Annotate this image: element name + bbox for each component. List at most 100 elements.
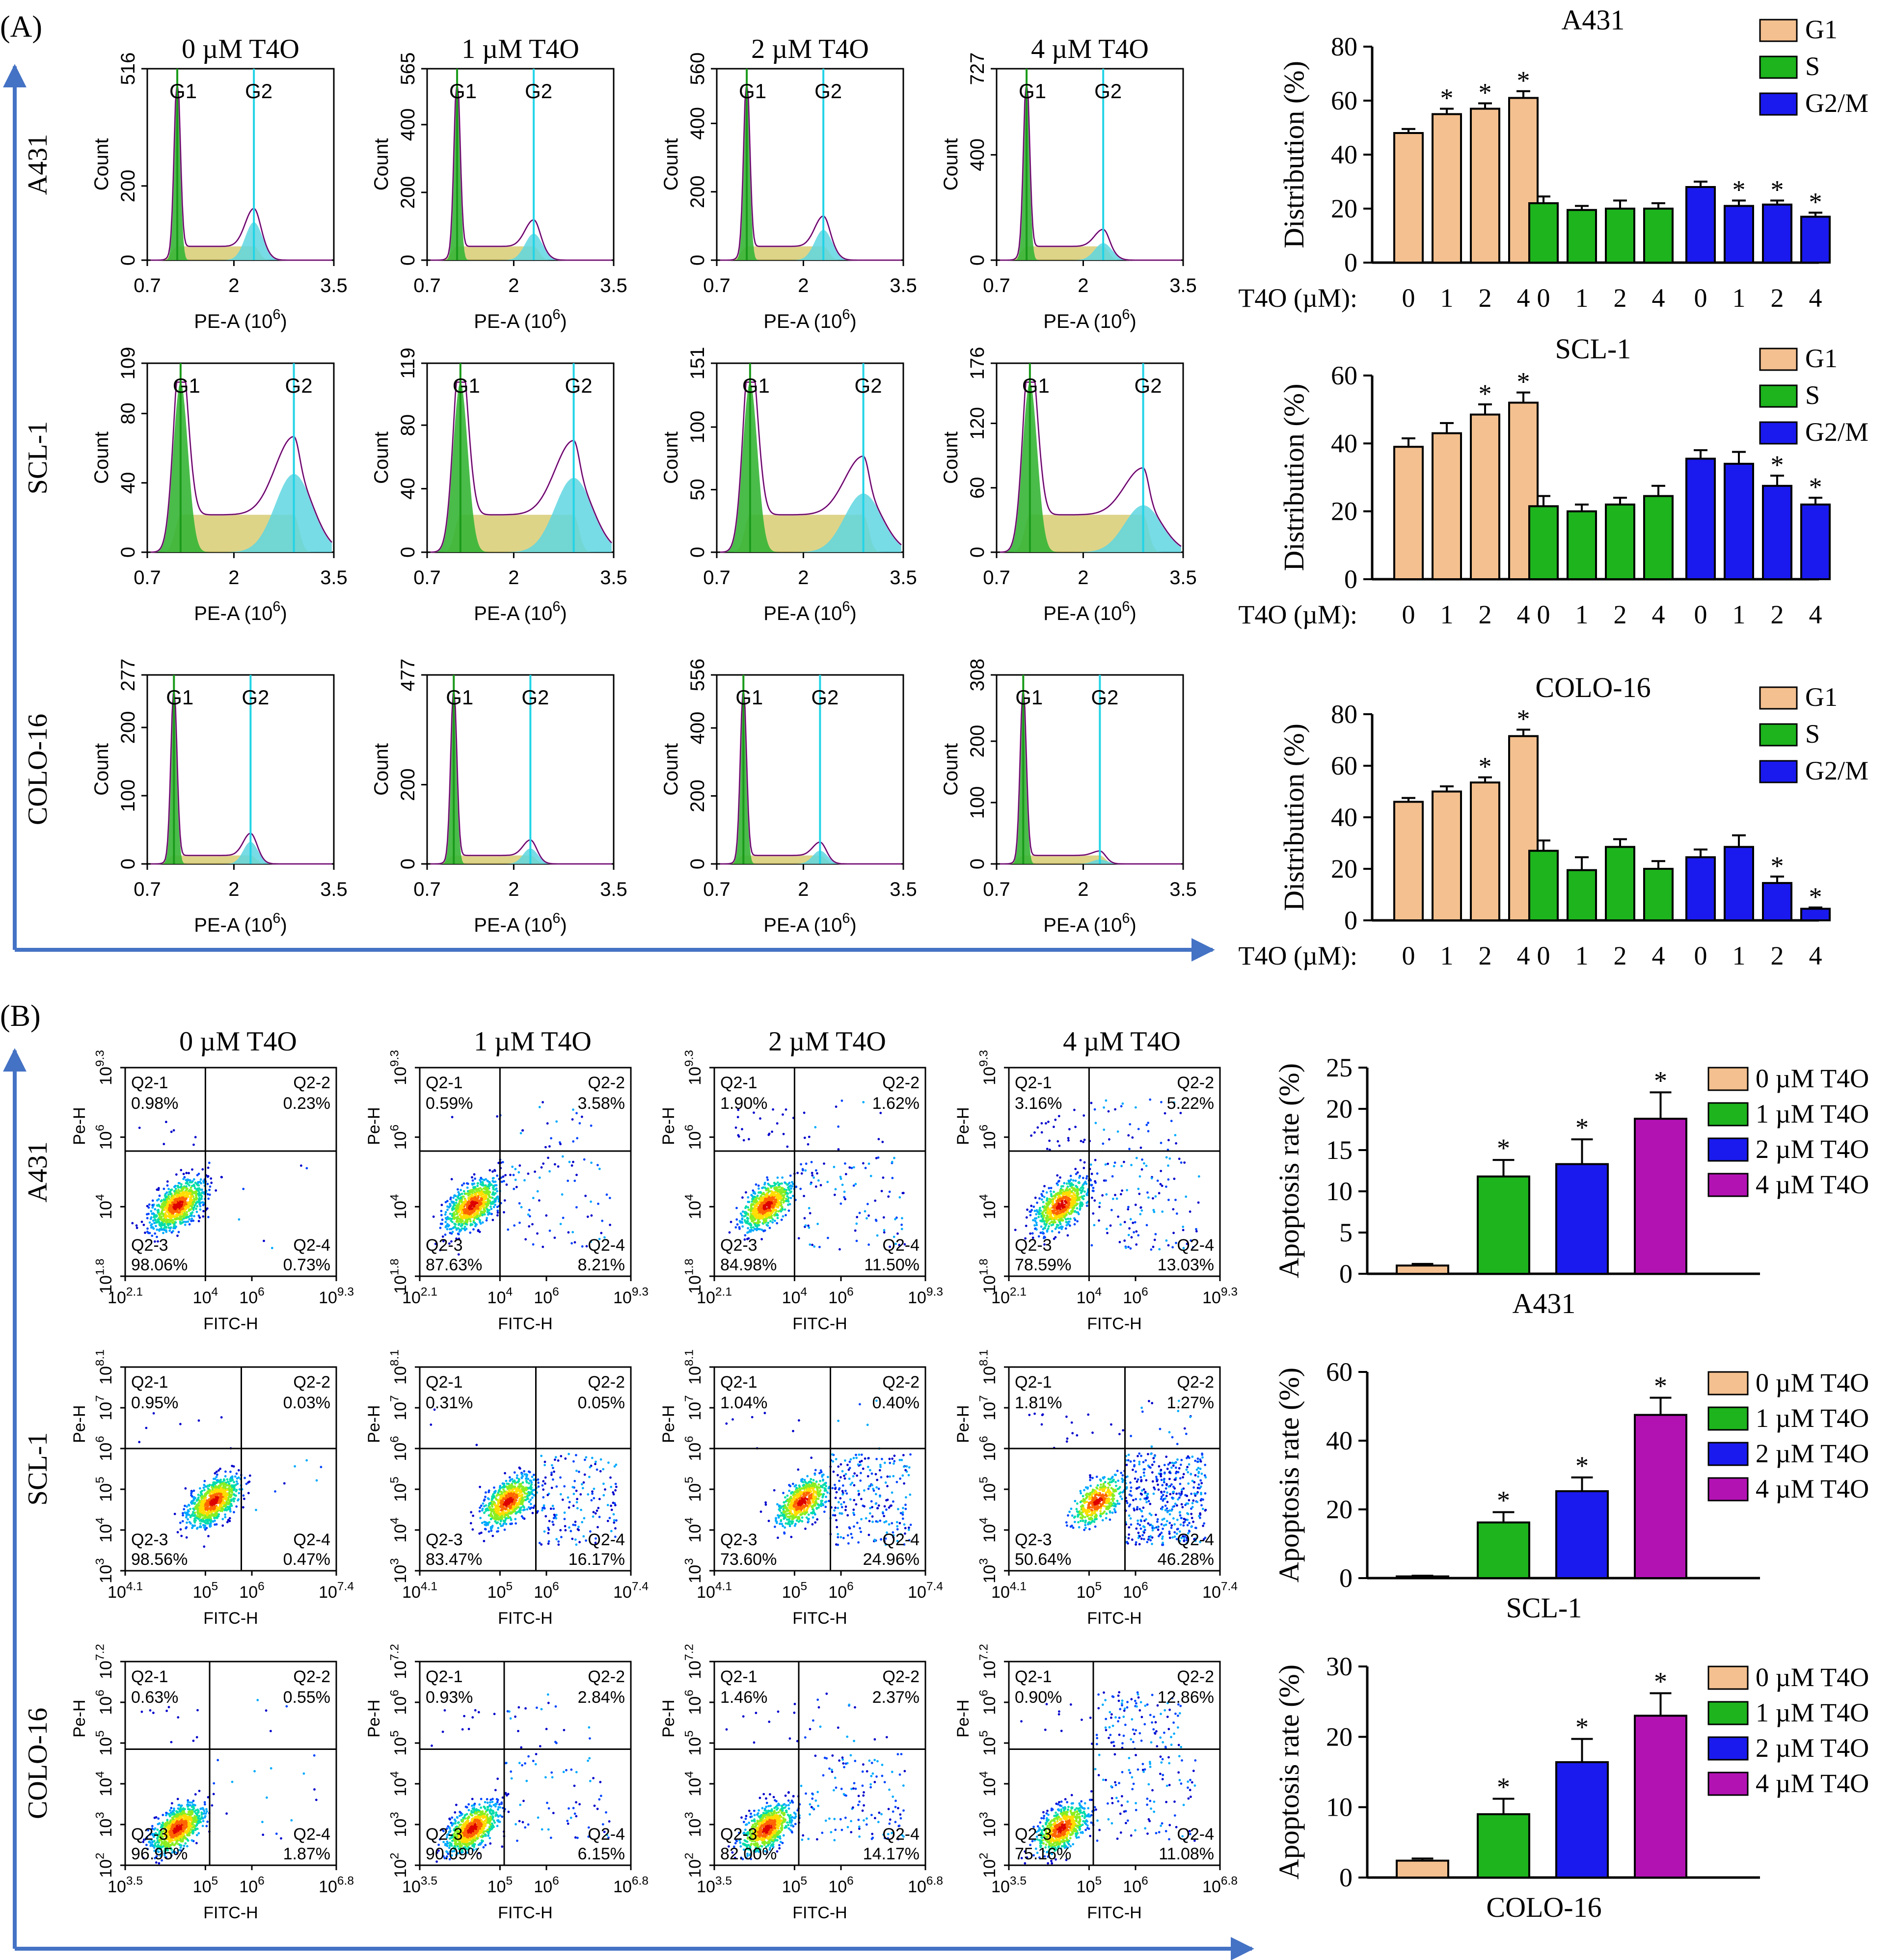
event-dot [773,1203,776,1206]
panel-a-row-label-0: A431 [23,134,53,195]
event-dot [1093,1199,1096,1202]
dose-tick-label: 0 [1402,600,1415,629]
event-dot [473,1201,476,1204]
event-dot [900,1228,903,1231]
event-dot [1079,1196,1082,1199]
event-dot [1076,1220,1079,1223]
event-dot [866,1203,869,1206]
significance-star: * [1809,472,1822,502]
event-dot [255,1508,257,1511]
panel-a-dose-header-2: 2 µM T4O [751,34,869,64]
event-dot [174,1187,177,1190]
event-dot [185,1516,188,1519]
event-dot [1050,1194,1053,1197]
event-dot [747,1208,750,1211]
histogram-g2-area [150,842,332,864]
event-dot [242,1494,245,1497]
event-dot [1113,1161,1116,1164]
y-tick-label: 104 [388,1194,410,1219]
event-dot [1109,1224,1112,1227]
event-dot [196,1527,198,1530]
chart-title: COLO-16 [1535,671,1651,703]
event-dot [751,1203,754,1206]
event-dot [503,1180,505,1182]
event-dot [1168,1157,1171,1160]
event-dot [459,1205,462,1208]
event-dot [801,1168,804,1171]
event-dot [179,1521,182,1524]
event-dot [1091,1196,1093,1199]
event-dot [1115,1197,1118,1200]
event-dot [235,1472,238,1475]
quadrant-name-q2-3: Q2-3 [720,1236,758,1255]
event-dot [1067,1137,1070,1140]
histogram-ylabel: Count [91,431,112,484]
event-dot [188,1504,190,1507]
scatter-ylabel: Pe-H [70,1107,89,1145]
y-tick-label: 400 [687,712,708,745]
event-dot [451,1116,454,1119]
event-dot [1046,1221,1048,1224]
event-dot [478,1189,481,1192]
event-dot [590,1161,593,1164]
x-tick-label-base: 10 [782,1289,801,1307]
event-dot [236,1482,239,1485]
event-dot [524,1238,527,1241]
y-tick-label: 200 [687,175,708,208]
event-dot [866,1217,868,1220]
event-dot [160,1215,163,1218]
significance-star: * [1517,367,1530,397]
event-dot [1042,1190,1045,1193]
event-dot [467,1193,470,1196]
event-dot [476,1184,479,1187]
event-dot [1114,1108,1117,1111]
event-dot [163,1208,166,1211]
event-dot [182,1178,185,1181]
significance-star: * [1517,66,1530,95]
event-dot [1048,1139,1051,1142]
event-dot [168,1223,171,1226]
legend-swatch-G2/M [1759,760,1798,783]
scatter-ylabel: Pe-H [659,1107,678,1145]
event-dot [181,1201,184,1204]
event-dot [185,1203,188,1206]
event-dot [1090,1244,1093,1247]
event-dot [854,1229,857,1232]
event-dot [575,1206,578,1208]
event-dot [764,1198,766,1200]
xlabel-close: ) [280,311,287,332]
event-dot [202,1210,205,1212]
x-tick-label-base: 10 [1202,1289,1221,1307]
y-tick-label-base: 10 [980,1131,999,1150]
event-dot [818,1246,821,1248]
event-dot [184,1213,186,1216]
x-tick-label: 109.3 [319,1286,354,1307]
y-tick-label: 100 [117,779,139,812]
quadrant-name-q2-2: Q2-2 [588,1074,625,1092]
event-dot [839,1176,842,1179]
event-dot [1085,1205,1088,1207]
event-dot [730,1221,732,1223]
event-dot [1062,1204,1064,1207]
quadrant-percent-q2-3: 84.98% [720,1256,777,1274]
event-dot [1078,1176,1081,1179]
event-dot [1029,1214,1032,1217]
legend-label-S: S [1805,52,1820,81]
x-tick-label-base: 10 [487,1289,506,1307]
scatter-0-2: Q2-11.90%Q2-21.62%Q2-384.98%Q2-411.50%10… [659,1050,943,1333]
y-tick-label-base: 10 [686,1131,704,1150]
event-dot [776,1181,779,1184]
y-tick-label-exp: 9.3 [683,1050,696,1067]
event-dot [457,1188,459,1191]
event-dot [1042,1232,1045,1235]
event-dot [854,1182,857,1185]
event-dot [195,1194,198,1197]
event-dot [177,1188,180,1191]
event-dot [188,1190,190,1192]
histogram-xlabel-base: PE-A (10 [474,603,552,624]
histogram-xlabel: PE-A (106) [1043,911,1136,936]
event-dot [460,1192,463,1195]
event-dot [761,1197,764,1200]
